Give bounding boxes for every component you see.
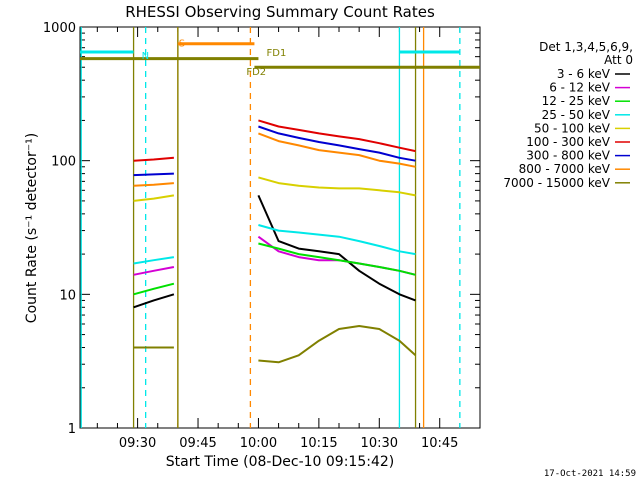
x-tick-label: 10:30 [361, 436, 398, 451]
series-line [258, 132, 416, 168]
x-tick-label: 10:15 [300, 436, 337, 451]
series-line [258, 242, 416, 276]
series-line [133, 256, 175, 265]
series-line [258, 176, 416, 197]
legend-label: 50 - 100 keV [534, 121, 611, 135]
chart-title: RHESSI Observing Summary Count Rates [125, 3, 435, 21]
series-line [133, 156, 174, 162]
x-tick-label: 09:45 [179, 436, 216, 451]
y-axis-title: Count Rate (s⁻¹ detector⁻¹) [24, 133, 40, 323]
series-line [258, 125, 416, 162]
x-tick-label: 10:45 [421, 436, 458, 451]
legend-title: Det 1,3,4,5,6,9, [539, 40, 633, 54]
legend-label: 100 - 300 keV [526, 135, 610, 149]
legend-label: 800 - 7000 keV [519, 162, 611, 176]
x-tick-label: 09:30 [119, 436, 156, 451]
legend-label: 12 - 25 keV [542, 94, 611, 108]
y-axis: 1 10 100 1000 [43, 21, 480, 437]
legend-label: 25 - 50 keV [542, 108, 611, 122]
x-tick-label: 10:00 [240, 436, 277, 451]
footer-timestamp: 17-Oct-2021 14:59 [544, 469, 636, 479]
series-line [133, 182, 174, 187]
legend-label: 3 - 6 keV [557, 67, 611, 81]
y-tick-label: 1 [68, 422, 76, 437]
legend-label: 7000 - 15000 keV [503, 176, 610, 190]
series-line [133, 282, 175, 296]
flag-label: FD2 [246, 67, 266, 78]
series-line [258, 224, 416, 256]
flag-label: FD1 [267, 48, 287, 59]
x-axis-title: Start Time (08-Dec-10 09:15:42) [166, 454, 394, 470]
series-line [133, 194, 175, 202]
legend-title: Att 0 [604, 53, 633, 67]
series-line [258, 325, 417, 364]
series-line [133, 172, 174, 177]
x-axis: 09:30 09:45 10:00 10:15 10:30 10:45 [96, 27, 481, 451]
y-tick-label: 100 [51, 155, 76, 170]
y-tick-label: 1000 [43, 21, 76, 36]
flag-label: S [179, 39, 185, 50]
legend-label: 6 - 12 keV [549, 81, 611, 95]
series-line [133, 266, 175, 276]
y-tick-label: 10 [59, 288, 76, 303]
series-line [257, 194, 416, 302]
plot-frame [79, 26, 481, 429]
series-line [133, 293, 175, 309]
legend-label: 300 - 800 keV [526, 149, 610, 163]
series-line [258, 119, 416, 153]
flag-label: N [142, 51, 149, 62]
